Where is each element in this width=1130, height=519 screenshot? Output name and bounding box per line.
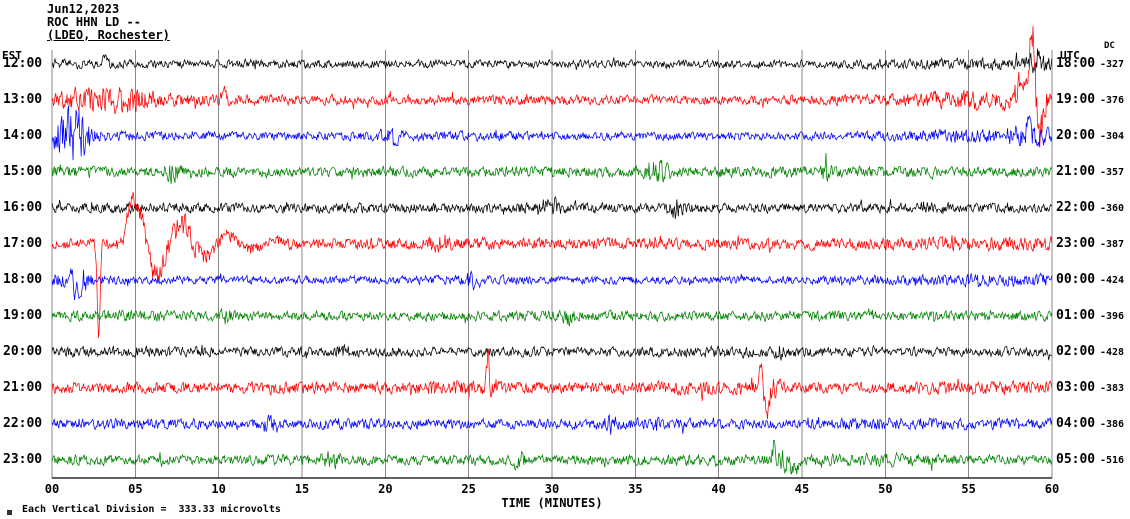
dc-offset-value: -304 bbox=[1100, 131, 1125, 142]
utc-time-label: 22:00 bbox=[1056, 200, 1096, 215]
seismogram-trace-16:00 bbox=[51, 196, 1053, 220]
est-time-label: 18:00 bbox=[3, 272, 43, 287]
est-time-label: 22:00 bbox=[3, 416, 43, 431]
utc-time-label: 02:00 bbox=[1056, 344, 1096, 359]
seismogram-trace-13:00 bbox=[51, 26, 1053, 148]
dc-offset-value: -327 bbox=[1100, 59, 1125, 70]
x-tick-label: 40 bbox=[711, 482, 726, 496]
seismogram-trace-14:00 bbox=[51, 105, 1053, 161]
x-tick-label: 55 bbox=[961, 482, 976, 496]
est-time-label: 20:00 bbox=[3, 344, 43, 359]
seismogram-trace-19:00 bbox=[51, 308, 1053, 327]
x-tick-label: 00 bbox=[44, 482, 60, 496]
seismogram-trace-23:00 bbox=[51, 439, 1053, 475]
x-tick-label: 15 bbox=[294, 482, 310, 496]
x-tick-label: 30 bbox=[544, 482, 560, 496]
seismogram-trace-18:00 bbox=[51, 268, 1053, 301]
x-axis-title: TIME (MINUTES) bbox=[501, 496, 603, 510]
utc-time-label: 20:00 bbox=[1056, 128, 1096, 143]
seismogram-trace-21:00 bbox=[51, 349, 1053, 420]
right-axis-title: UTC bbox=[1060, 49, 1080, 62]
seismogram-trace-12:00 bbox=[51, 48, 1053, 74]
est-time-label: 23:00 bbox=[3, 452, 43, 467]
seismogram-trace-20:00 bbox=[51, 343, 1052, 361]
est-time-label: 16:00 bbox=[3, 200, 43, 215]
x-tick-label: 35 bbox=[628, 482, 643, 496]
x-tick-label: 05 bbox=[128, 482, 143, 496]
dc-offset-value: -428 bbox=[1100, 347, 1125, 358]
dc-axis-title: DC bbox=[1104, 41, 1115, 51]
header-station-code: ROC HHN LD -- bbox=[47, 15, 141, 29]
utc-time-label: 04:00 bbox=[1056, 416, 1096, 431]
header-date: Jun12,2023 bbox=[47, 2, 120, 16]
left-axis-title: EST bbox=[2, 49, 22, 62]
dc-offset-value: -396 bbox=[1100, 311, 1125, 322]
x-tick-label: 45 bbox=[794, 482, 810, 496]
x-tick-label: 60 bbox=[1044, 482, 1060, 496]
x-tick-label: 20 bbox=[378, 482, 393, 496]
dc-offset-value: -357 bbox=[1100, 167, 1125, 178]
dc-offset-value: -424 bbox=[1100, 275, 1125, 286]
utc-time-label: 00:00 bbox=[1056, 272, 1096, 287]
seismogram-trace-15:00 bbox=[51, 152, 1053, 184]
utc-time-label: 03:00 bbox=[1056, 380, 1096, 395]
dc-offset-value: -376 bbox=[1100, 95, 1125, 106]
dc-offset-value: -360 bbox=[1100, 203, 1125, 214]
est-time-label: 14:00 bbox=[3, 128, 43, 143]
dc-offset-value: -383 bbox=[1100, 383, 1125, 394]
est-time-label: 15:00 bbox=[3, 164, 43, 179]
x-tick-label: 25 bbox=[461, 482, 476, 496]
utc-time-label: 18:00 bbox=[1056, 56, 1096, 71]
dc-offset-value: -387 bbox=[1100, 239, 1125, 250]
dc-offset-value: -386 bbox=[1100, 419, 1125, 430]
utc-time-label: 19:00 bbox=[1056, 92, 1096, 107]
utc-time-label: 05:00 bbox=[1056, 452, 1096, 467]
seismogram-trace-17:00 bbox=[51, 191, 1053, 338]
header-network-name: (LDEO, Rochester) bbox=[47, 28, 170, 42]
est-time-label: 12:00 bbox=[3, 56, 43, 71]
x-tick-label: 10 bbox=[211, 482, 226, 496]
scale-note: Each Vertical Division = 333.33 microvol… bbox=[22, 504, 281, 515]
utc-time-label: 01:00 bbox=[1056, 308, 1096, 323]
est-time-label: 13:00 bbox=[3, 92, 43, 107]
utc-time-label: 23:00 bbox=[1056, 236, 1096, 251]
est-time-label: 19:00 bbox=[3, 308, 43, 323]
est-time-label: 17:00 bbox=[3, 236, 43, 251]
est-time-label: 21:00 bbox=[3, 380, 43, 395]
utc-time-label: 21:00 bbox=[1056, 164, 1096, 179]
x-tick-label: 50 bbox=[878, 482, 893, 496]
seismogram-trace-22:00 bbox=[51, 413, 1053, 435]
corner-mark bbox=[7, 510, 12, 515]
dc-offset-value: -516 bbox=[1100, 455, 1125, 466]
